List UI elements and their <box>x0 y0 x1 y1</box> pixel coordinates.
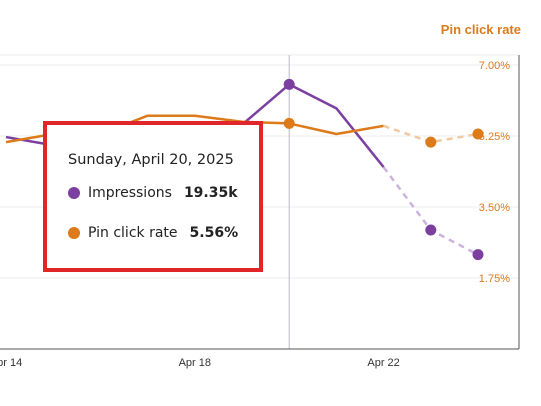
x-axis-tick-label: Apr 14 <box>0 357 22 369</box>
tooltip-value: 19.35k <box>183 185 238 201</box>
pin-click-rate-point <box>425 136 437 148</box>
x-axis-tick-label: Apr 18 <box>179 357 211 369</box>
impressions-legend-dot <box>68 187 80 199</box>
tooltip-date: Sunday, April 20, 2025 <box>68 152 234 168</box>
pin-click-rate-point <box>283 117 295 129</box>
pin-click-rate-point <box>472 128 484 140</box>
impressions-point <box>283 78 295 90</box>
impressions-point <box>472 249 484 261</box>
tooltip-row-impressions: Impressions 19.35k <box>68 185 238 201</box>
right-axis-tick-label: 3.50% <box>479 202 510 214</box>
tooltip-label: Impressions <box>88 185 172 201</box>
pin-click-rate-legend-dot <box>68 227 80 239</box>
tooltip-value: 5.56% <box>189 225 239 241</box>
right-axis-tick-label: 1.75% <box>479 273 510 285</box>
right-axis-tick-label: 7.00% <box>479 60 510 72</box>
tooltip: Sunday, April 20, 2025 Impressions 19.35… <box>43 121 263 272</box>
series-markers <box>283 78 484 261</box>
x-axis-tick-label: Apr 22 <box>367 357 399 369</box>
tooltip-label: Pin click rate <box>88 225 178 241</box>
impressions-point <box>425 224 437 236</box>
right-axis-ticks: 1.75% 3.50% 5.25% 7.00% <box>479 60 510 285</box>
impressions-forecast-line <box>382 166 479 256</box>
x-axis-ticks: Apr 14 Apr 18 Apr 22 <box>0 357 400 369</box>
tooltip-row-pin-click-rate: Pin click rate 5.56% <box>68 225 238 241</box>
right-axis-tick-label: 5.25% <box>479 131 510 143</box>
right-axis-title: Pin click rate <box>441 22 521 37</box>
